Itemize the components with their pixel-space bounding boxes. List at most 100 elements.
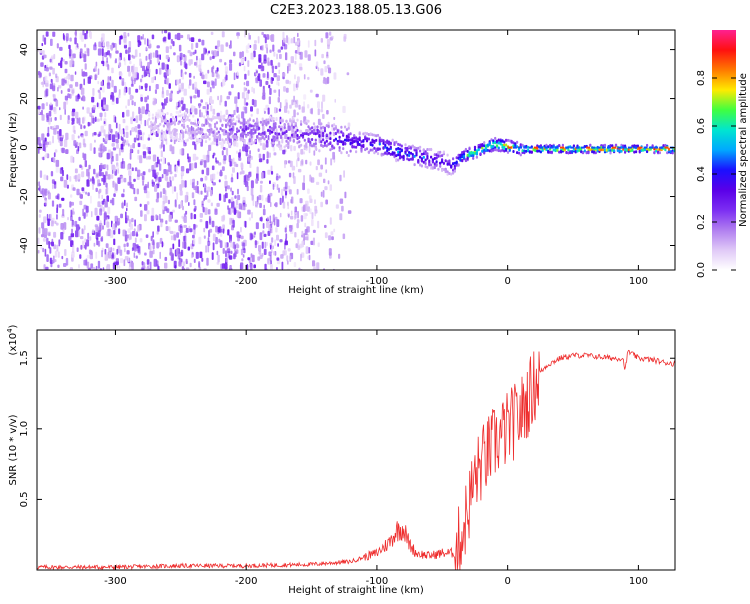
heatmap-cell [143,151,147,159]
heatmap-cell [274,137,277,141]
heatmap-cell [248,124,251,127]
heatmap-cell [148,134,151,138]
heatmap-cell [169,180,172,187]
heatmap-cell [256,166,259,175]
heatmap-cell [422,152,425,156]
heatmap-cell [290,133,294,137]
heatmap-cell [310,240,314,245]
heatmap-cell [82,240,84,249]
heatmap-cell [499,149,502,153]
heatmap-cell [250,138,253,142]
heatmap-cell [267,230,271,236]
heatmap-cell [71,220,74,228]
heatmap-cell [268,96,271,105]
heatmap-cell [256,70,258,74]
heatmap-cell [303,94,307,100]
heatmap-cell [316,128,319,132]
heatmap-cell [232,219,235,228]
heatmap-cell [134,196,138,202]
heatmap-cell [477,148,480,152]
heatmap-cell [261,31,264,36]
heatmap-cell [151,123,154,127]
heatmap-cell [87,121,90,127]
heatmap-cell [245,125,248,129]
heatmap-cell [565,151,568,154]
heatmap-cell [254,123,257,127]
heatmap-cell [293,262,297,268]
heatmap-cell [103,164,107,169]
heatmap-cell [249,134,251,140]
heatmap-cell [228,128,231,132]
heatmap-cell [267,107,270,115]
heatmap-cell [165,169,169,176]
heatmap-cell [176,79,180,85]
heatmap-cell [519,143,522,147]
heatmap-cell [238,152,241,158]
heatmap-cell [490,149,493,153]
heatmap-cell [59,129,62,137]
heatmap-cell [74,71,77,75]
heatmap-cell [466,156,469,160]
heatmap-cell [409,157,413,161]
heatmap-cell [279,212,282,218]
heatmap-cell [297,76,300,83]
heatmap-cell [419,163,422,167]
heatmap-cell [384,140,387,144]
heatmap-cell [333,116,336,120]
heatmap-cell [201,135,204,138]
heatmap-cell [298,267,301,270]
heatmap-cell [312,128,316,132]
heatmap-cell [400,155,403,159]
heatmap-cell [203,123,206,127]
heatmap-cell [303,233,306,241]
heatmap-cell [257,256,261,261]
heatmap-cell [292,120,295,124]
heatmap-cell [512,150,515,153]
heatmap-cell [156,172,159,176]
heatmap-cell [347,133,350,137]
heatmap-cell [202,106,206,110]
heatmap-cell [79,194,83,199]
heatmap-cell [334,126,337,130]
heatmap-cell [250,187,254,196]
heatmap-cell [301,230,304,238]
heatmap-cell [344,191,347,199]
heatmap-cell [279,102,282,109]
heatmap-cell [222,228,225,234]
heatmap-cell [99,87,102,91]
heatmap-cell [168,83,171,89]
heatmap-cell [259,132,262,136]
heatmap-cell [69,37,72,42]
heatmap-cell [428,159,431,163]
heatmap-cell [82,152,85,159]
heatmap-cell [151,130,154,133]
heatmap-cell [266,139,269,144]
heatmap-cell [55,222,59,226]
heatmap-cell [278,175,281,179]
heatmap-cell [122,111,125,118]
heatmap-cell [328,235,332,241]
heatmap-cell [126,164,131,171]
heatmap-cell [415,147,418,150]
heatmap-cell [309,131,312,135]
heatmap-cell [147,137,151,141]
heatmap-cell [358,132,361,136]
heatmap-cell [116,221,120,226]
heatmap-cell [267,71,269,79]
heatmap-cell [194,49,197,54]
heatmap-cell [287,201,289,206]
heatmap-cell [286,255,289,262]
heatmap-cell [185,210,188,215]
heatmap-cell [219,110,223,117]
heatmap-cell [225,130,228,134]
heatmap-cell [97,240,101,247]
heatmap-cell [249,34,251,40]
heatmap-cell [107,76,110,80]
heatmap-cell [137,40,140,48]
heatmap-cell [57,264,60,268]
heatmap-cell [439,164,442,168]
heatmap-cell [389,145,392,149]
heatmap-cell [181,123,184,127]
heatmap-cell [59,137,63,142]
heatmap-cell [259,217,263,222]
